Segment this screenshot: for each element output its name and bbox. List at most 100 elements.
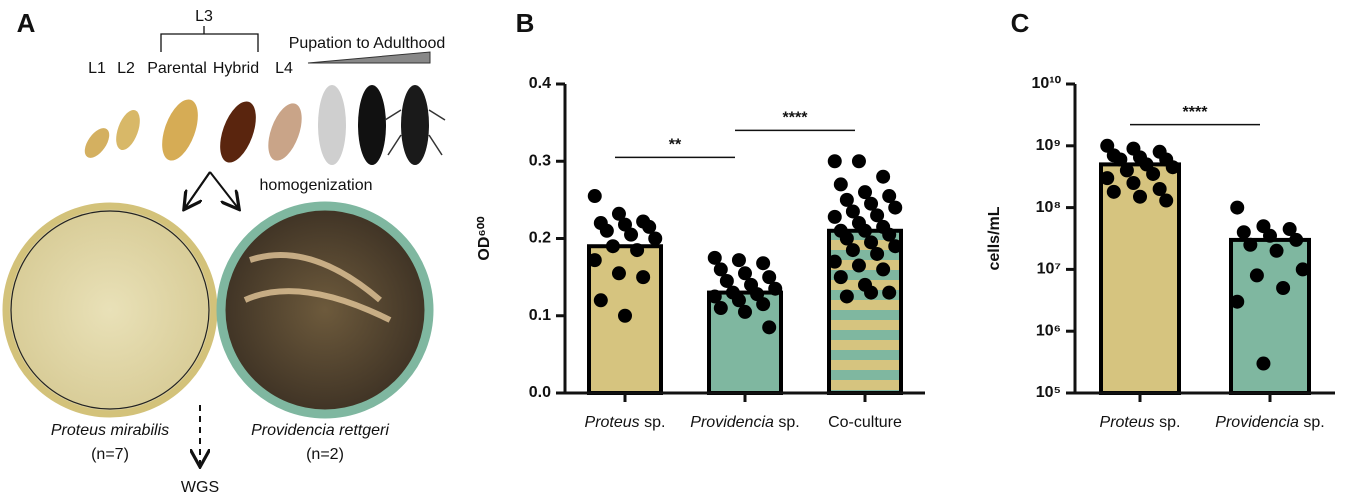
x-tick-label: Co-culture (828, 414, 902, 431)
data-point (630, 243, 644, 257)
stage-label: Hybrid (213, 60, 259, 77)
data-point (1237, 225, 1251, 239)
data-point (1120, 163, 1134, 177)
isolate-count: (n=2) (306, 446, 344, 463)
data-point (1230, 201, 1244, 215)
data-point (588, 189, 602, 203)
data-point (1126, 176, 1140, 190)
data-point (648, 232, 662, 246)
arrow (185, 172, 210, 208)
significance-label: **** (1183, 104, 1209, 121)
data-point (588, 253, 602, 267)
x-tick-label: Proteus sp. (1100, 414, 1181, 431)
pupation-label: Pupation to Adulthood (289, 35, 446, 52)
y-tick-label: 0.2 (529, 230, 551, 247)
y-axis-label: cells/mL (986, 206, 1003, 270)
x-tick-label: Proteus sp. (585, 414, 666, 431)
plate (6, 206, 214, 414)
panel-label: A (17, 8, 36, 38)
data-point (1263, 229, 1277, 243)
bar (1231, 240, 1309, 393)
stage-label: L2 (117, 60, 135, 77)
data-point (888, 239, 902, 253)
data-point (636, 270, 650, 284)
isolate-name: Providencia rettgeri (251, 422, 389, 439)
isolate-name: Proteus mirabilis (51, 422, 169, 439)
data-point (618, 309, 632, 323)
y-tick-label: 0.3 (529, 152, 551, 169)
y-tick-label: 0.0 (529, 384, 551, 401)
bar (829, 231, 901, 393)
data-point (834, 270, 848, 284)
data-point (606, 239, 620, 253)
arrows (185, 172, 238, 208)
y-tick-label: 10¹⁰ (1031, 75, 1061, 92)
group-label: L3 (195, 8, 213, 25)
data-point (870, 247, 884, 261)
data-point (1133, 190, 1147, 204)
y-tick-label: 10⁸ (1036, 199, 1061, 216)
data-point (882, 286, 896, 300)
stage-label: L1 (88, 60, 106, 77)
data-point (1100, 171, 1114, 185)
isolate-count: (n=7) (91, 446, 129, 463)
stage-label: Parental (147, 60, 207, 77)
x-tick-label: Providencia sp. (1215, 414, 1324, 431)
panel-label: B (516, 8, 535, 38)
data-point (1289, 233, 1303, 247)
data-point (876, 262, 890, 276)
y-tick-label: 10⁵ (1036, 384, 1061, 401)
x-tick-label: Providencia sp. (690, 414, 799, 431)
gradient-wedge (308, 52, 430, 63)
data-point (828, 154, 842, 168)
data-point (852, 154, 866, 168)
data-point (846, 243, 860, 257)
data-point (714, 301, 728, 315)
data-point (612, 266, 626, 280)
stage-label: L4 (275, 60, 293, 77)
data-point (732, 253, 746, 267)
panel-label: C (1011, 8, 1030, 38)
data-point (1256, 357, 1270, 371)
data-point (1146, 167, 1160, 181)
data-point (756, 297, 770, 311)
data-point (768, 282, 782, 296)
step-label: homogenization (260, 177, 373, 194)
data-point (1230, 295, 1244, 309)
data-point (864, 286, 878, 300)
output-label: WGS (181, 479, 219, 496)
bracket (161, 26, 258, 52)
data-point (1270, 244, 1284, 258)
data-point (1159, 194, 1173, 208)
data-point (852, 259, 866, 273)
panel-a: A L3 L1 L2 Parental Hybrid L4 Pupation t… (6, 8, 445, 496)
data-point (762, 320, 776, 334)
data-point (828, 210, 842, 224)
data-point (828, 255, 842, 269)
data-point (1276, 281, 1290, 295)
data-point (876, 170, 890, 184)
plate (221, 206, 429, 414)
data-point (738, 305, 752, 319)
data-point (1296, 262, 1310, 276)
significance-label: **** (783, 110, 809, 127)
y-tick-label: 0.4 (529, 75, 551, 92)
data-point (888, 201, 902, 215)
data-point (594, 293, 608, 307)
data-point (1166, 160, 1180, 174)
data-point (1107, 185, 1121, 199)
data-point (1243, 238, 1257, 252)
data-point (840, 289, 854, 303)
data-point (1250, 268, 1264, 282)
data-point (624, 228, 638, 242)
data-point (834, 177, 848, 191)
larvae (80, 85, 445, 167)
data-point (600, 224, 614, 238)
y-tick-label: 10⁶ (1036, 322, 1061, 339)
y-tick-label: 10⁹ (1036, 137, 1061, 154)
significance-label: ** (669, 137, 682, 154)
y-tick-label: 10⁷ (1037, 261, 1061, 278)
data-point (756, 256, 770, 270)
y-axis-label: OD⁶⁰⁰ (476, 216, 493, 261)
